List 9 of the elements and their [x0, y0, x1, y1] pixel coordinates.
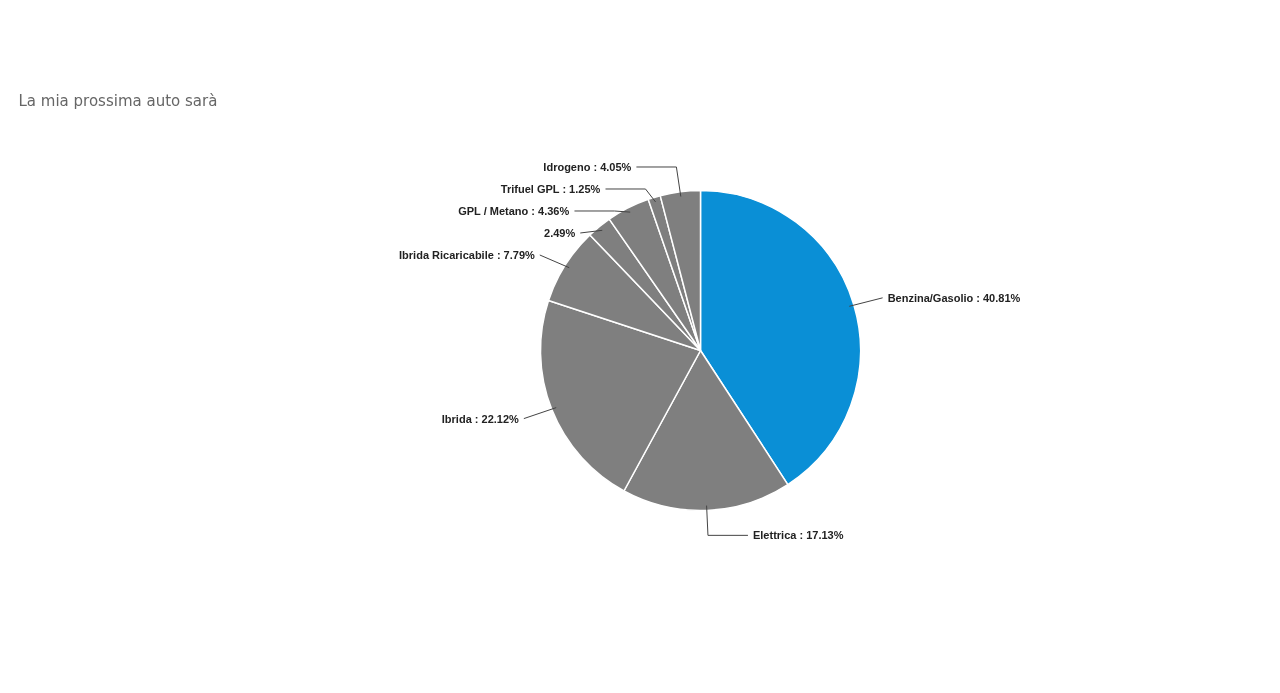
data-label: 2.49%: [544, 227, 576, 239]
slice-label: Ibrida : 22.12%: [441, 412, 520, 425]
slice-label: Trifuel GPL : 1.25%: [500, 183, 601, 195]
slice-label: Benzina/Gasolio : 40.81%: [887, 291, 1021, 304]
slice-label: Ibrida Ricaricabile : 7.79%: [399, 249, 536, 261]
slice-label: GPL / Metano : 4.36%: [458, 205, 570, 217]
slice-label: Idrogeno : 4.05%: [543, 161, 632, 173]
slice-label: Elettrica : 17.13%: [752, 529, 844, 542]
text: La mia prossima auto sarà: [18, 91, 218, 110]
